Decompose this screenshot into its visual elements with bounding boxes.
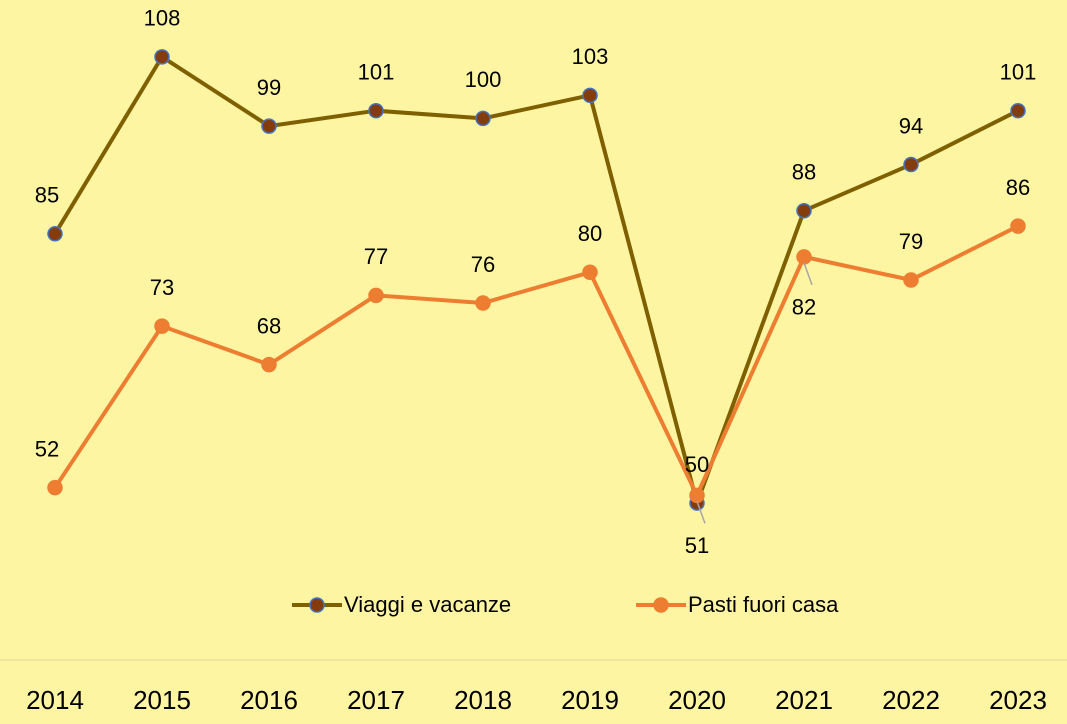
marker: [261, 356, 277, 373]
x-tick-label: 2018: [454, 685, 512, 715]
data-label: 86: [1006, 175, 1030, 200]
marker: [582, 87, 598, 104]
data-label: 100: [465, 67, 502, 92]
data-label: 50: [685, 452, 709, 477]
data-label: 101: [358, 60, 395, 85]
marker: [154, 318, 170, 334]
series-line: [53, 224, 1019, 498]
data-label: 103: [572, 44, 609, 69]
marker: [796, 202, 812, 219]
marker: [582, 264, 598, 281]
data-label: 88: [792, 160, 816, 185]
x-tick-label: 2014: [26, 685, 84, 715]
x-tick-label: 2023: [989, 685, 1047, 715]
data-label: 51: [685, 533, 709, 558]
data-label: 85: [35, 183, 59, 208]
data-label: 79: [899, 229, 923, 254]
data-label: 73: [150, 275, 174, 300]
data-label: 99: [257, 75, 281, 100]
marker: [1010, 218, 1026, 234]
marker: [689, 487, 705, 504]
x-tick-label: 2015: [133, 685, 191, 715]
data-label: 101: [1000, 60, 1037, 85]
marker: [903, 272, 919, 288]
legend-marker: [309, 597, 325, 613]
data-label: 94: [899, 113, 923, 138]
x-tick-label: 2016: [240, 685, 298, 715]
x-tick-label: 2017: [347, 685, 405, 715]
series-line: [53, 54, 1019, 506]
marker: [903, 156, 919, 173]
marker: [47, 479, 63, 496]
x-tick-label: 2022: [882, 685, 940, 715]
data-label: 82: [792, 295, 816, 320]
legend-label: Pasti fuori casa: [688, 592, 839, 617]
data-label: 76: [471, 252, 495, 277]
marker: [368, 287, 384, 304]
data-label: 108: [144, 6, 181, 31]
data-label: 68: [257, 313, 281, 338]
x-tick-label: 2019: [561, 685, 619, 715]
data-label: 52: [35, 436, 59, 461]
x-tick-label: 2021: [775, 685, 833, 715]
marker: [368, 102, 384, 119]
marker: [475, 295, 491, 311]
legend-marker: [653, 597, 669, 613]
data-label: 77: [364, 244, 388, 269]
legend-label: Viaggi e vacanze: [344, 592, 511, 617]
marker: [154, 49, 170, 65]
marker: [47, 226, 63, 242]
data-label: 80: [578, 221, 602, 246]
x-tick-label: 2020: [668, 685, 726, 715]
marker: [475, 110, 491, 127]
marker: [1010, 102, 1026, 119]
leader-line: [696, 501, 706, 524]
marker: [261, 118, 277, 134]
marker: [796, 249, 812, 265]
leader-line: [803, 262, 813, 286]
